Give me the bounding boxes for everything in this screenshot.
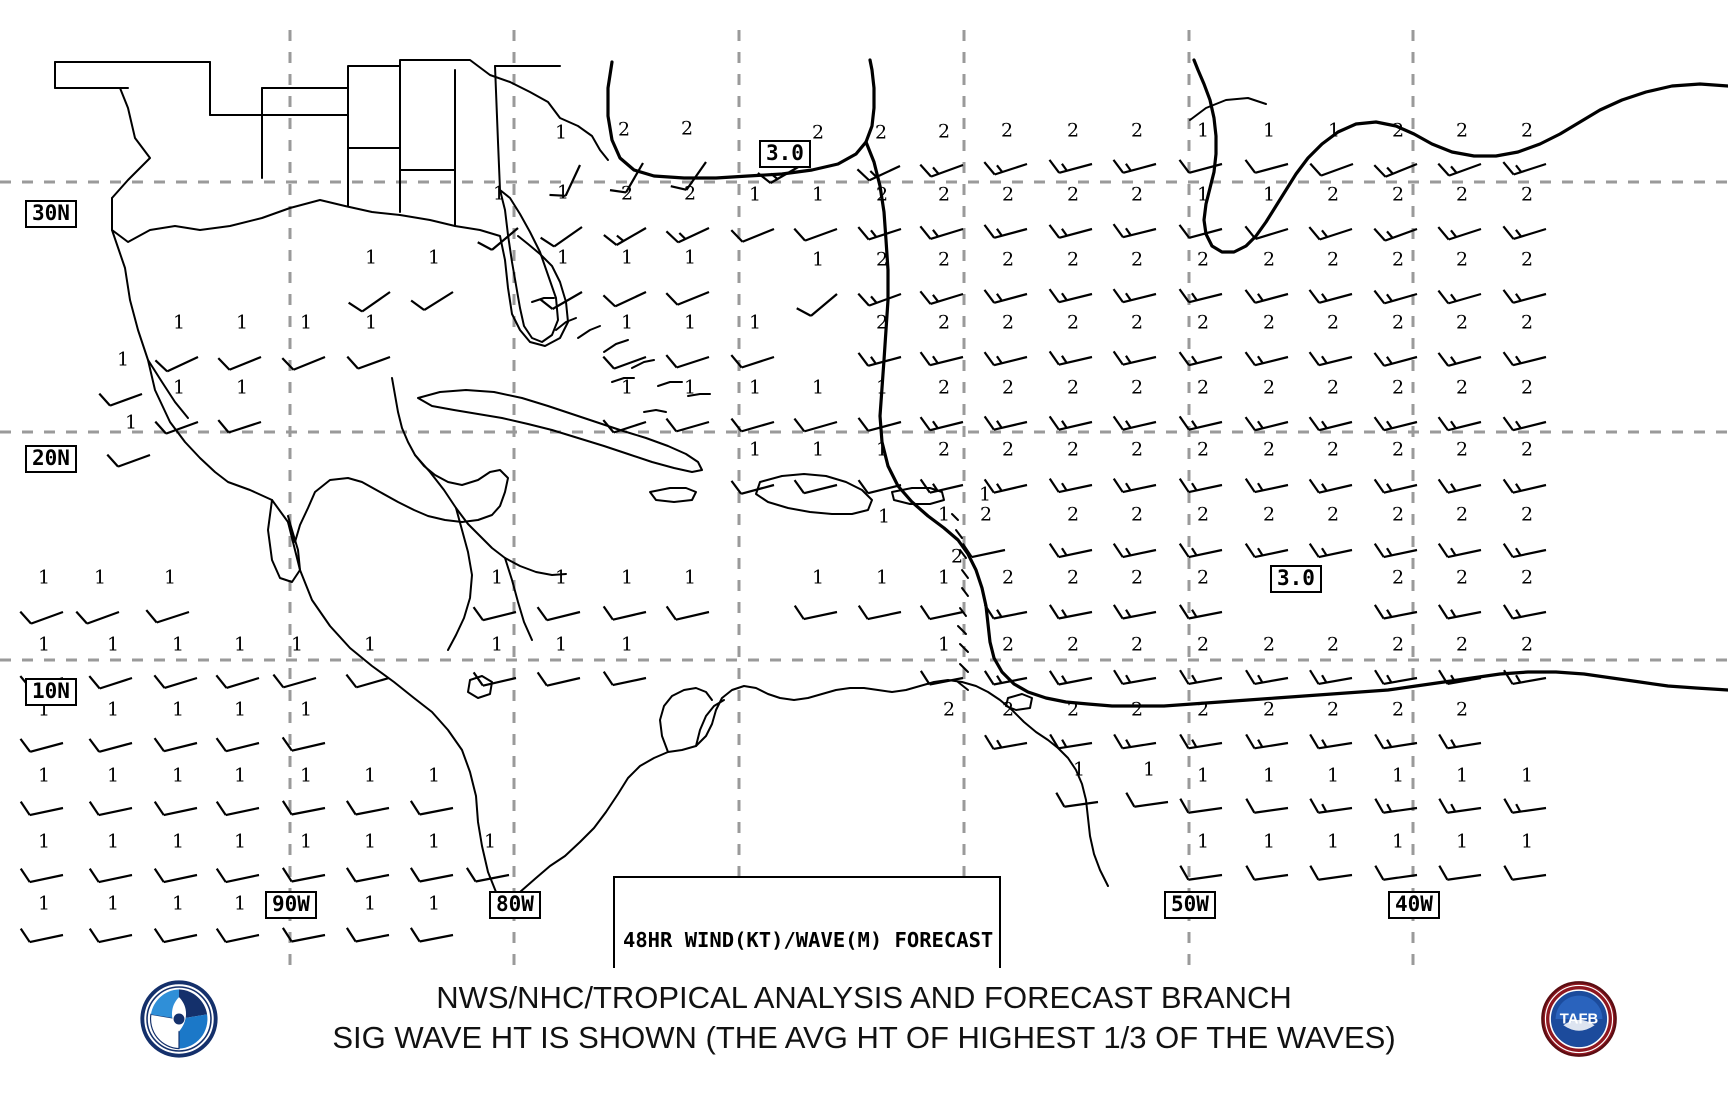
footer: NWS/NHC/TROPICAL ANALYSIS AND FORECAST B… — [0, 968, 1728, 1100]
footer-text-block: NWS/NHC/TROPICAL ANALYSIS AND FORECAST B… — [0, 978, 1728, 1057]
wind-barb-field — [19, 148, 1548, 945]
longitude-label: 40W — [1388, 891, 1440, 919]
info-line-product: 48HR WIND(KT)/WAVE(M) FORECAST — [623, 927, 994, 952]
latitude-label: 20N — [25, 445, 77, 473]
longitude-label: 90W — [265, 891, 317, 919]
wave-height-contour-3m — [606, 58, 1728, 708]
wave-definition: SIG WAVE HT IS SHOWN (THE AVG HT OF HIGH… — [332, 1019, 1396, 1055]
map-canvas — [0, 30, 1728, 970]
agency-title: NWS/NHC/TROPICAL ANALYSIS AND FORECAST B… — [436, 980, 1292, 1015]
contour-label-3m: 3.0 — [759, 140, 811, 168]
noaa-logo — [140, 980, 218, 1058]
forecast-info-box: 48HR WIND(KT)/WAVE(M) FORECAST ISSUED: 1… — [613, 876, 1002, 970]
coastlines — [54, 59, 1267, 907]
svg-text:TAFB: TAFB — [1560, 1012, 1599, 1028]
longitude-label: 50W — [1164, 891, 1216, 919]
longitude-label: 80W — [489, 891, 541, 919]
graticule — [0, 30, 1728, 970]
contour-label-3m: 3.0 — [1270, 565, 1322, 593]
latitude-label: 10N — [25, 678, 77, 706]
latitude-label: 30N — [25, 200, 77, 228]
tafb-logo: TAFB — [1541, 981, 1617, 1057]
